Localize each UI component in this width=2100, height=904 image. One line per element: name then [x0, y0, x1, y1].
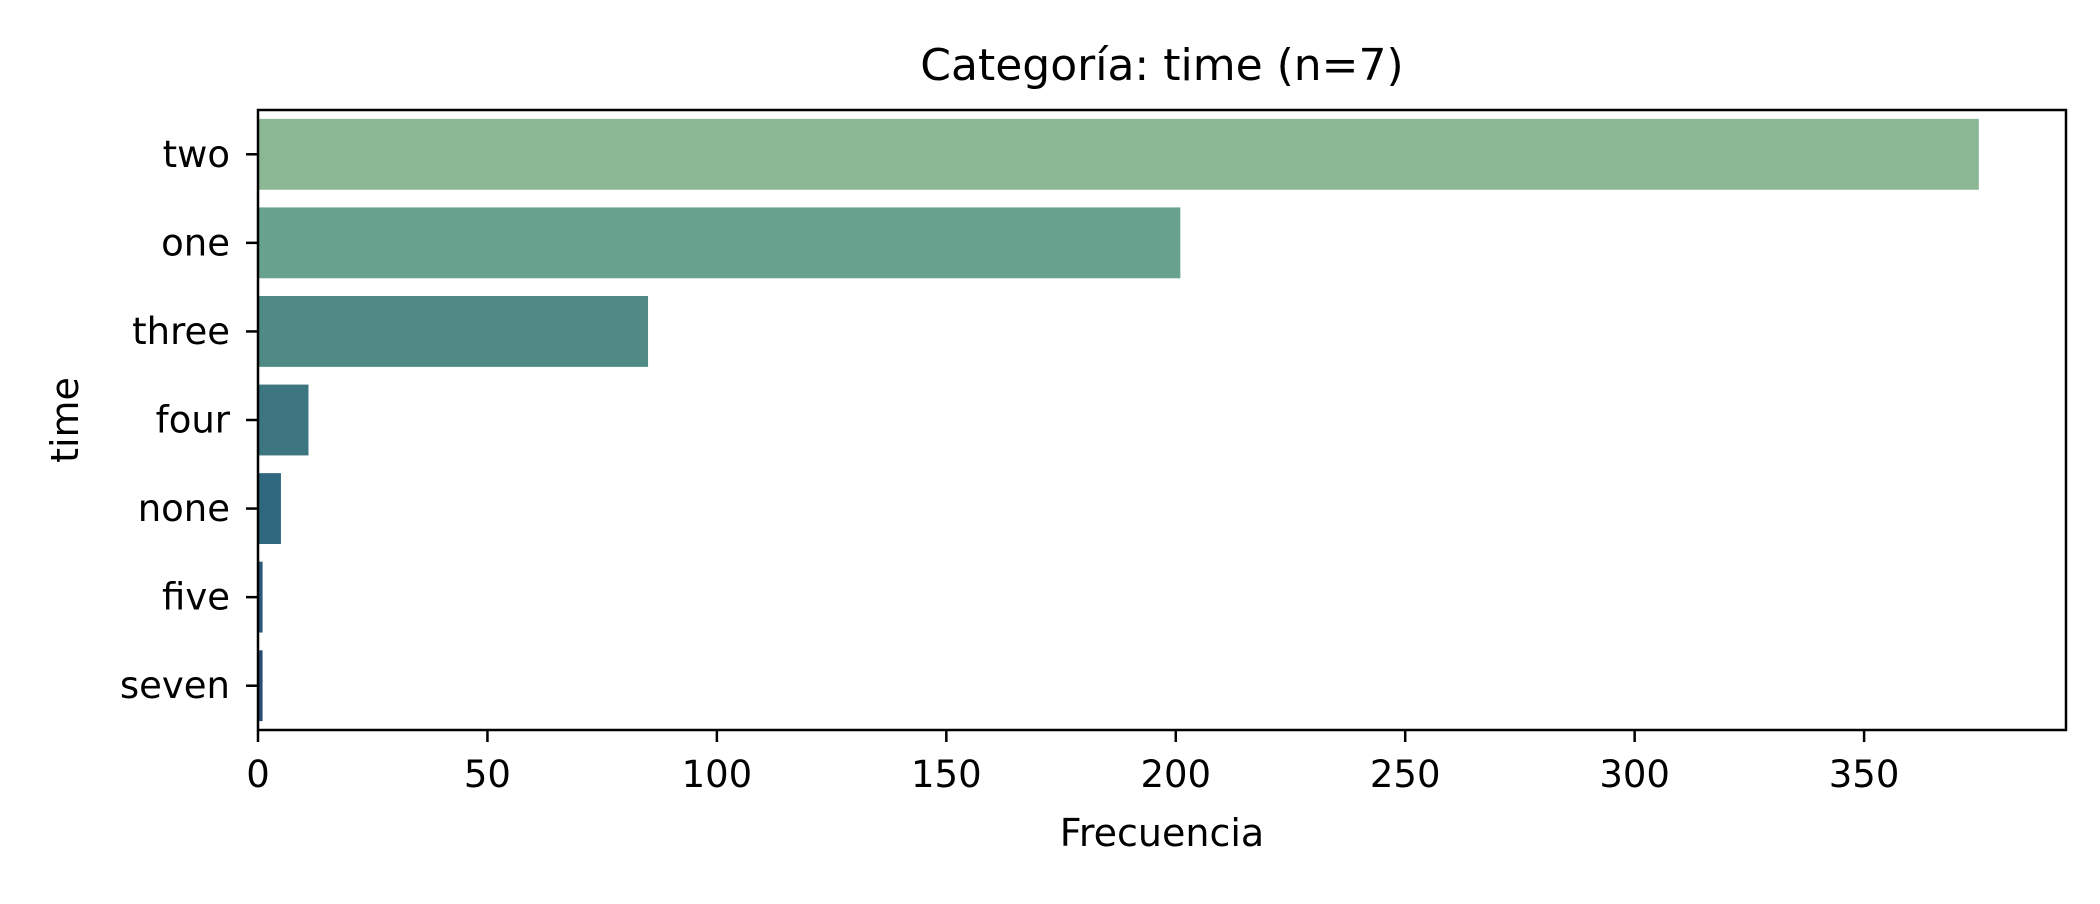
- y-tick-label: four: [156, 399, 231, 442]
- x-tick-label: 50: [464, 753, 511, 796]
- x-axis-label: Frecuencia: [1060, 811, 1264, 855]
- bar-seven: [258, 650, 263, 722]
- x-tick-label: 250: [1370, 753, 1441, 796]
- bars-layer: [258, 118, 1979, 722]
- y-tick-label: one: [161, 221, 230, 264]
- bar-one: [258, 207, 1181, 279]
- bar-three: [258, 296, 649, 367]
- x-axis-ticks: 0 50 100 150 200 250 300 350: [246, 730, 1899, 796]
- x-tick-label: 100: [682, 753, 753, 796]
- bar-five: [258, 561, 263, 633]
- bar-four: [258, 384, 309, 456]
- plot-frame: [256, 108, 2068, 732]
- y-axis-ticks: two one three four none five seven: [120, 133, 258, 707]
- bar-none: [258, 473, 281, 544]
- x-tick-label: 350: [1829, 753, 1900, 796]
- bar-two: [258, 118, 1979, 190]
- y-tick-label: seven: [120, 664, 230, 707]
- y-tick-label: two: [163, 133, 230, 176]
- chart-title: Categoría: time (n=7): [920, 40, 1403, 91]
- y-tick-label: three: [132, 310, 230, 353]
- x-tick-label: 300: [1599, 753, 1670, 796]
- x-tick-label: 200: [1140, 753, 1211, 796]
- y-tick-label: five: [162, 576, 230, 619]
- x-tick-label: 0: [246, 753, 270, 796]
- x-tick-label: 150: [911, 753, 982, 796]
- y-axis-label: time: [43, 377, 87, 463]
- y-tick-label: none: [138, 487, 230, 530]
